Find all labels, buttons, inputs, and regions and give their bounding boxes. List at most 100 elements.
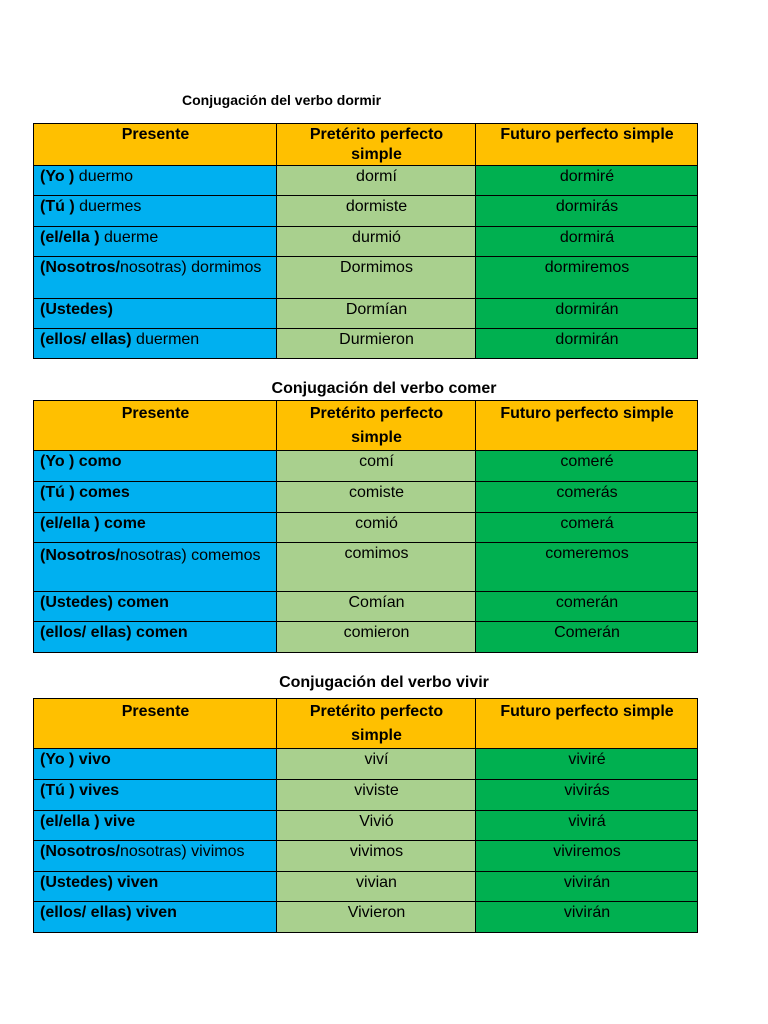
futuro-cell: comerás <box>475 481 698 513</box>
header-preterito: Pretérito perfecto simple <box>276 698 476 749</box>
verb: nosotras) dormimos <box>120 259 262 276</box>
futuro-cell: dormiremos <box>475 256 698 299</box>
presente-cell: (Tú ) duermes <box>33 195 277 227</box>
preterito-cell: comió <box>276 512 476 543</box>
futuro-cell: dormiré <box>475 165 698 196</box>
table-row: (Yo ) vivo viví viviré <box>33 748 698 780</box>
subject: (Tú ) <box>40 198 75 215</box>
presente-cell: (Nosotros/nosotras) dormimos <box>33 256 277 299</box>
presente-cell: (el/ella ) come <box>33 512 277 543</box>
table-row: (Yo ) duermo dormí dormiré <box>33 165 698 196</box>
table-row: (el/ella ) come comió comerá <box>33 512 698 543</box>
subject: (Ustedes) comen <box>40 594 169 611</box>
presente-cell: (Tú ) comes <box>33 481 277 513</box>
futuro-cell: dormirás <box>475 195 698 227</box>
presente-cell: (Ustedes) comen <box>33 591 277 622</box>
futuro-cell: Comerán <box>475 621 698 653</box>
table-row: (ellos/ ellas) viven Vivieron vivirán <box>33 901 698 933</box>
table-row: (Ustedes) comen Comían comerán <box>33 591 698 622</box>
table-row: (el/ella ) vive Vivió vivirá <box>33 810 698 841</box>
header-futuro: Futuro perfecto simple <box>475 123 698 166</box>
preterito-cell: comiste <box>276 481 476 513</box>
preterito-cell: comí <box>276 450 476 482</box>
table-row: (Tú ) vives viviste vivirás <box>33 779 698 811</box>
preterito-cell: Dormían <box>276 298 476 329</box>
preterito-cell: Durmieron <box>276 328 476 359</box>
subject: (Nosotros/ <box>40 843 120 860</box>
subject: (Ustedes) viven <box>40 874 159 891</box>
subject: (el/ella ) come <box>40 515 146 532</box>
conjugation-table-comer: Presente Pretérito perfecto simple Futur… <box>33 400 698 653</box>
futuro-cell: dormirán <box>475 328 698 359</box>
header-futuro: Futuro perfecto simple <box>475 400 698 451</box>
header-presente: Presente <box>33 400 277 451</box>
table-title-vivir: Conjugación del verbo vivir <box>279 674 489 691</box>
header-presente: Presente <box>33 123 277 166</box>
presente-cell: (el/ella ) duerme <box>33 226 277 257</box>
presente-cell: (Yo ) como <box>33 450 277 482</box>
futuro-cell: vivirá <box>475 810 698 841</box>
conjugation-table-dormir: Presente Pretérito perfecto simple Futur… <box>33 123 698 359</box>
futuro-cell: viviré <box>475 748 698 780</box>
preterito-cell: Vivió <box>276 810 476 841</box>
futuro-cell: vivirán <box>475 871 698 902</box>
preterito-cell: durmió <box>276 226 476 257</box>
presente-cell: (ellos/ ellas) viven <box>33 901 277 933</box>
preterito-cell: Vivieron <box>276 901 476 933</box>
subject: (el/ella ) vive <box>40 813 136 830</box>
subject: (Tú ) comes <box>40 484 130 501</box>
preterito-cell: vivian <box>276 871 476 902</box>
presente-cell: (Ustedes) viven <box>33 871 277 902</box>
presente-cell: (ellos/ ellas) duermen <box>33 328 277 359</box>
futuro-cell: dormirá <box>475 226 698 257</box>
preterito-cell: comieron <box>276 621 476 653</box>
preterito-cell: dormí <box>276 165 476 196</box>
verb: duermen <box>131 331 200 348</box>
table-row: (Tú ) duermes dormiste dormirás <box>33 195 698 227</box>
table-title-comer: Conjugación del verbo comer <box>271 380 497 397</box>
subject: (Nosotros/ <box>40 259 120 276</box>
preterito-cell: vivimos <box>276 840 476 872</box>
verb: duermo <box>74 168 134 185</box>
preterito-cell: Comían <box>276 591 476 622</box>
subject: (Nosotros/ <box>40 547 120 564</box>
preterito-cell: Dormimos <box>276 256 476 299</box>
futuro-cell: comerán <box>475 591 698 622</box>
table-title-dormir: Conjugación del verbo dormir <box>182 92 382 108</box>
conjugation-table-vivir: Presente Pretérito perfecto simple Futur… <box>33 698 698 933</box>
presente-cell: (ellos/ ellas) comen <box>33 621 277 653</box>
table-row: (ellos/ ellas) duermen Durmieron dormirá… <box>33 328 698 359</box>
header-presente: Presente <box>33 698 277 749</box>
table-row: (Nosotros/nosotras) vivimos vivimos vivi… <box>33 840 698 872</box>
header-futuro: Futuro perfecto simple <box>475 698 698 749</box>
subject: (Yo ) como <box>40 453 122 470</box>
header-preterito: Pretérito perfecto simple <box>276 400 476 451</box>
preterito-cell: dormiste <box>276 195 476 227</box>
subject: (ellos/ ellas) comen <box>40 624 188 641</box>
futuro-cell: dormirán <box>475 298 698 329</box>
table-row: (Yo ) como comí comeré <box>33 450 698 482</box>
verb: nosotras) vivimos <box>120 843 245 860</box>
subject: (ellos/ ellas) <box>40 331 132 348</box>
futuro-cell: viviremos <box>475 840 698 872</box>
futuro-cell: vivirás <box>475 779 698 811</box>
presente-cell: (Yo ) vivo <box>33 748 277 780</box>
futuro-cell: vivirán <box>475 901 698 933</box>
table-row: (ellos/ ellas) comen comieron Comerán <box>33 621 698 653</box>
preterito-cell: viviste <box>276 779 476 811</box>
subject: (el/ella ) <box>40 229 100 246</box>
futuro-cell: comeré <box>475 450 698 482</box>
verb: duerme <box>99 229 159 246</box>
verb: nosotras) comemos <box>120 547 261 564</box>
table-row: (Ustedes) Dormían dormirán <box>33 298 698 329</box>
presente-cell: (Nosotros/nosotras) comemos <box>33 542 277 592</box>
subject: (Yo ) vivo <box>40 751 111 768</box>
presente-cell: (Nosotros/nosotras) vivimos <box>33 840 277 872</box>
preterito-cell: viví <box>276 748 476 780</box>
table-row: (Nosotros/nosotras) comemos comimos come… <box>33 542 698 592</box>
presente-cell: (Tú ) vives <box>33 779 277 811</box>
subject: (Ustedes) <box>40 301 113 318</box>
presente-cell: (Yo ) duermo <box>33 165 277 196</box>
preterito-cell: comimos <box>276 542 476 592</box>
subject: (Tú ) vives <box>40 782 120 799</box>
